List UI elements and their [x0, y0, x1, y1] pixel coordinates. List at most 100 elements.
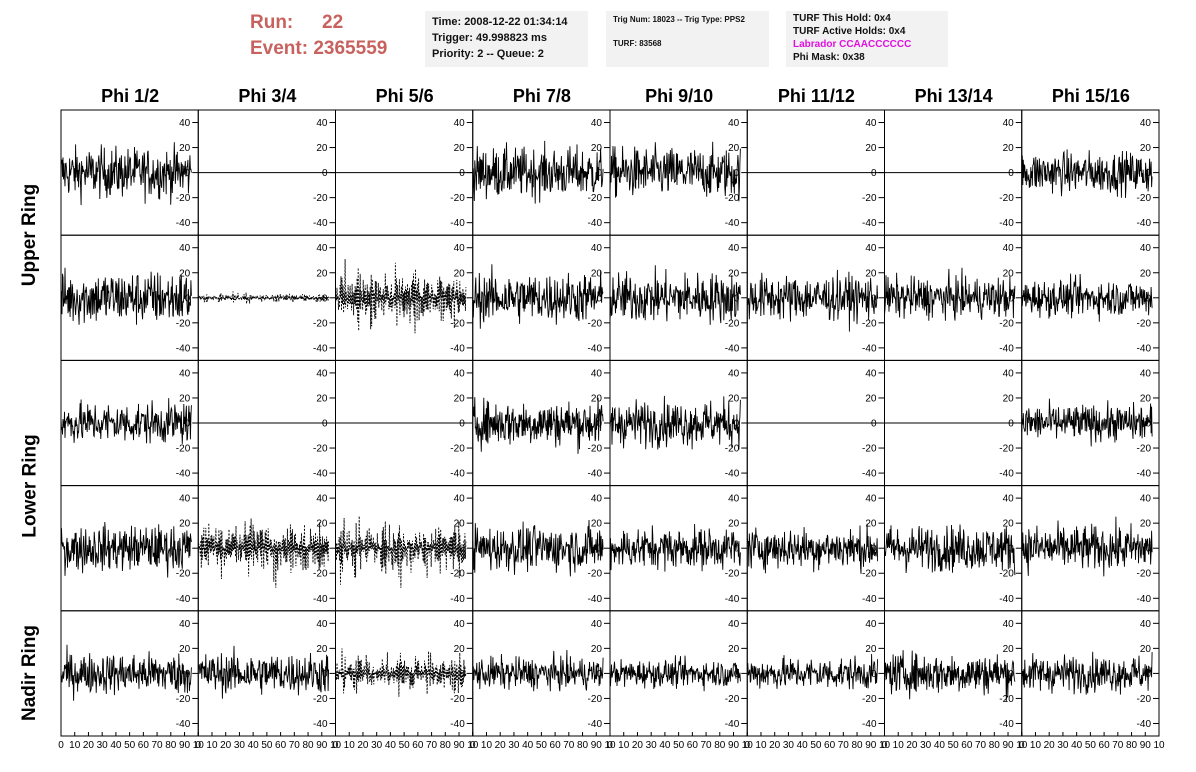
- y-tick-label: 0: [734, 293, 740, 304]
- column-header: Phi 15/16: [1051, 86, 1130, 106]
- y-tick-label: -20: [999, 569, 1014, 580]
- y-tick-label: 40: [316, 243, 328, 254]
- x-tick-label: 40: [1071, 740, 1083, 751]
- trig-info-box: Trig Num: 18023 -- Trig Type: PPS2 TURF:…: [606, 11, 769, 67]
- y-tick-label: 40: [454, 118, 466, 129]
- waveform-trace: [884, 650, 1016, 702]
- y-tick-label: -20: [1137, 569, 1152, 580]
- run-label: Run:: [250, 12, 294, 33]
- y-tick-label: -40: [725, 594, 740, 605]
- y-tick-label: 20: [591, 393, 603, 404]
- y-tick-label: 0: [185, 293, 191, 304]
- y-tick-label: 0: [871, 669, 877, 680]
- y-tick-label: -20: [588, 193, 603, 204]
- y-tick-label: -40: [313, 719, 328, 730]
- x-tick-label: 50: [948, 740, 960, 751]
- turf-hold-text: TURF This Hold: 0x4: [793, 13, 891, 24]
- x-tick-label: 80: [714, 740, 726, 751]
- x-tick-label: 60: [138, 740, 150, 751]
- x-tick-label: 0: [58, 740, 64, 751]
- y-tick-label: -20: [450, 444, 465, 455]
- x-tick-label: 0: [744, 740, 750, 751]
- y-tick-label: 20: [728, 644, 740, 655]
- waveform-trace: [1021, 516, 1153, 577]
- event-label: Event:: [250, 38, 309, 59]
- y-tick-label: -20: [176, 569, 191, 580]
- x-tick-label: 90: [316, 740, 328, 751]
- waveform-trace: [884, 524, 1016, 576]
- y-tick-label: -40: [1137, 719, 1152, 730]
- x-tick-label: 50: [536, 740, 548, 751]
- y-tick-label: 20: [1140, 143, 1152, 154]
- x-tick-label: 10: [1016, 740, 1028, 751]
- y-tick-label: 20: [728, 519, 740, 530]
- y-tick-label: 40: [454, 368, 466, 379]
- x-tick-label: 30: [97, 740, 109, 751]
- y-tick-label: -40: [313, 594, 328, 605]
- y-tick-label: 40: [454, 494, 466, 505]
- y-tick-label: 40: [179, 619, 191, 630]
- y-tick-label: -20: [176, 694, 191, 705]
- y-tick-label: -20: [588, 444, 603, 455]
- y-tick-label: 20: [1140, 644, 1152, 655]
- waveform-trace: [884, 267, 1016, 321]
- waveform-trace: [472, 264, 604, 329]
- y-tick-label: -20: [176, 444, 191, 455]
- y-tick-label: -40: [588, 719, 603, 730]
- y-tick-label: 0: [596, 168, 602, 179]
- y-tick-label: 20: [1003, 143, 1015, 154]
- y-tick-label: -40: [862, 594, 877, 605]
- y-tick-label: -40: [725, 469, 740, 480]
- waveform-trace: [472, 140, 604, 204]
- y-tick-label: 20: [1003, 519, 1015, 530]
- y-tick-label: 40: [316, 619, 328, 630]
- y-tick-label: 40: [728, 368, 740, 379]
- x-tick-label: 10: [604, 740, 616, 751]
- x-tick-label: 50: [810, 740, 822, 751]
- x-tick-label: 10: [1153, 740, 1165, 751]
- y-tick-label: -20: [725, 694, 740, 705]
- y-tick-label: 0: [459, 168, 465, 179]
- y-tick-label: 20: [454, 393, 466, 404]
- x-tick-label: 30: [234, 740, 246, 751]
- x-tick-label: 40: [248, 740, 260, 751]
- x-tick-label: 20: [1044, 740, 1056, 751]
- x-tick-label: 30: [1057, 740, 1069, 751]
- waveform-trace: [746, 653, 879, 690]
- y-tick-label: -40: [588, 594, 603, 605]
- y-tick-label: 0: [596, 419, 602, 430]
- y-tick-label: -20: [450, 193, 465, 204]
- x-tick-label: 30: [371, 740, 383, 751]
- y-tick-label: 40: [865, 243, 877, 254]
- y-tick-label: 0: [1008, 168, 1014, 179]
- y-tick-label: 20: [454, 268, 466, 279]
- x-tick-label: 10: [481, 740, 493, 751]
- y-tick-label: -20: [313, 569, 328, 580]
- x-tick-label: 20: [83, 740, 95, 751]
- y-tick-label: -40: [999, 594, 1014, 605]
- x-tick-label: 10: [206, 740, 218, 751]
- x-tick-label: 70: [975, 740, 987, 751]
- y-tick-label: 40: [1140, 243, 1152, 254]
- y-tick-label: 20: [865, 393, 877, 404]
- x-tick-label: 80: [989, 740, 1001, 751]
- time-text: Time: 2008-12-22 01:34:14: [432, 16, 568, 28]
- y-tick-label: -40: [176, 469, 191, 480]
- x-tick-label: 60: [1099, 740, 1111, 751]
- x-tick-label: 10: [69, 740, 81, 751]
- y-tick-label: -40: [450, 218, 465, 229]
- y-tick-label: 0: [459, 669, 465, 680]
- y-tick-label: 20: [1003, 644, 1015, 655]
- y-tick-label: 0: [596, 293, 602, 304]
- x-tick-label: 40: [110, 740, 122, 751]
- x-tick-label: 90: [453, 740, 465, 751]
- y-tick-label: 20: [1140, 268, 1152, 279]
- column-header: Phi 11/12: [777, 86, 855, 106]
- y-tick-label: 40: [591, 243, 603, 254]
- y-tick-label: -40: [1137, 594, 1152, 605]
- x-tick-label: 80: [165, 740, 177, 751]
- column-header: Phi 3/4: [238, 86, 297, 106]
- x-tick-label: 30: [920, 740, 932, 751]
- y-tick-label: 20: [316, 143, 328, 154]
- y-tick-label: 40: [591, 368, 603, 379]
